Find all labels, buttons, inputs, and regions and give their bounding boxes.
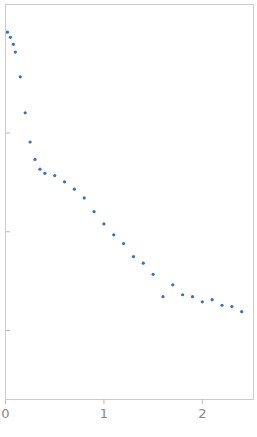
svg-text:2: 2 [198,406,206,421]
svg-text:0: 0 [1,406,9,421]
svg-text:1: 1 [100,406,108,421]
